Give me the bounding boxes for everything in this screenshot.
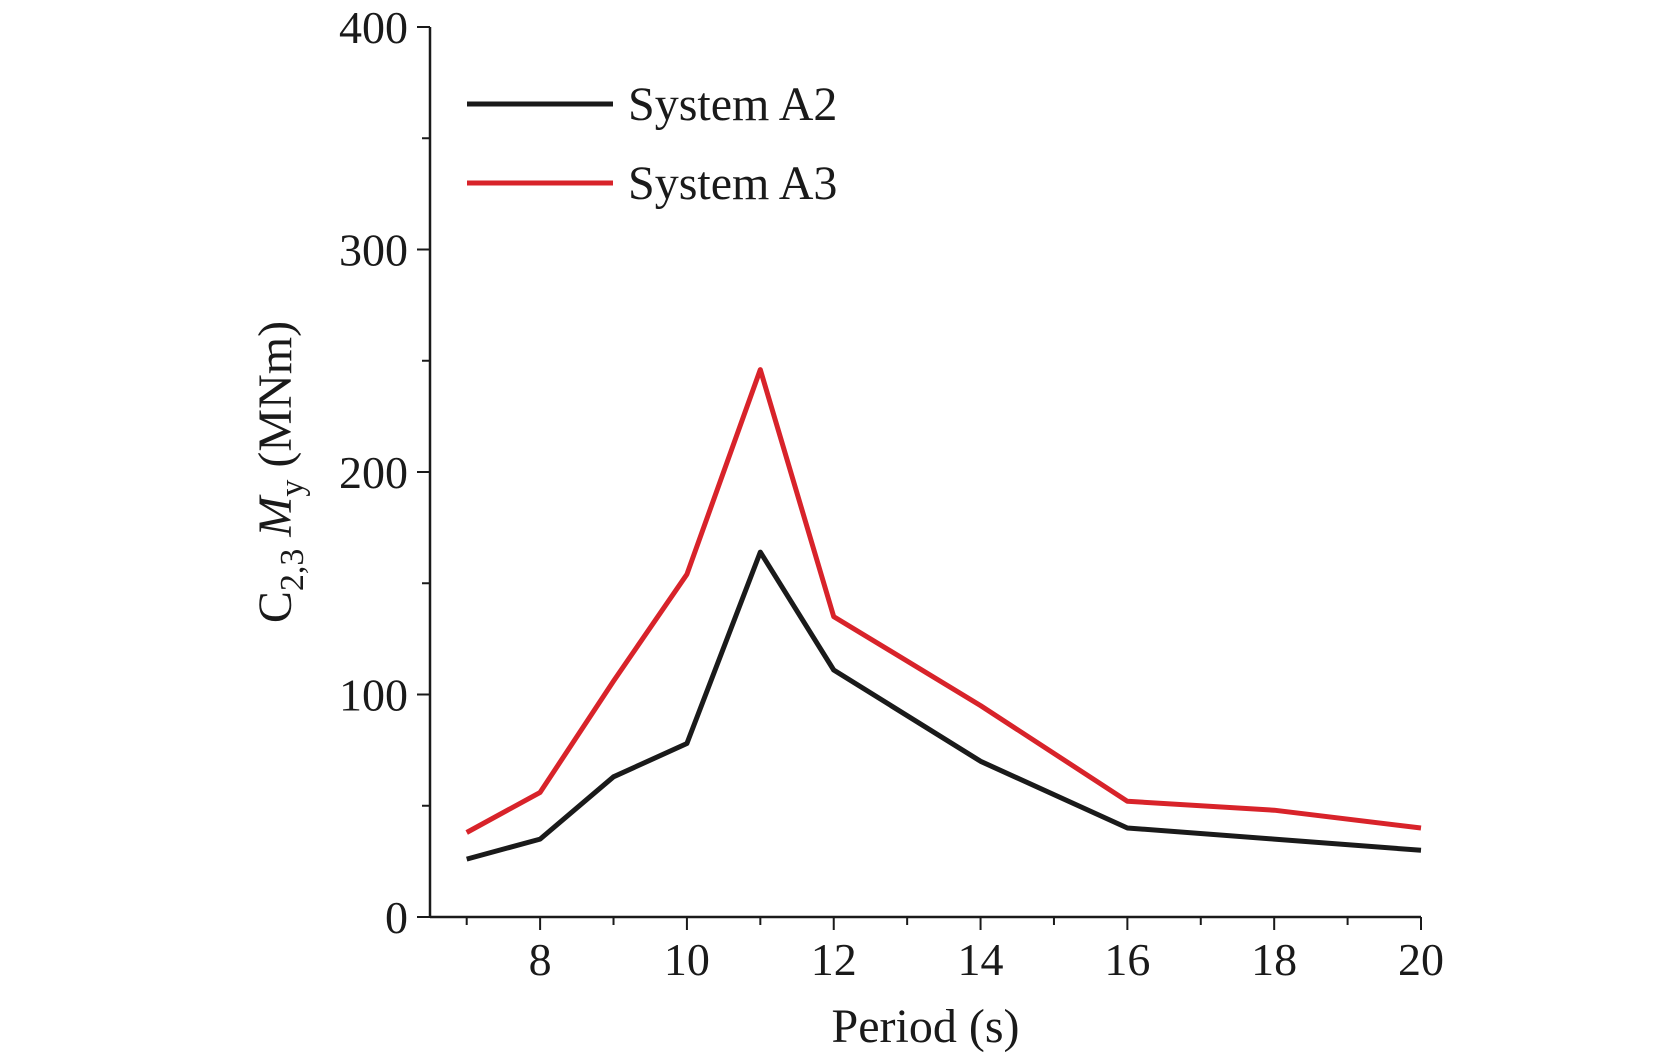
y-axis-title-symbol: M bbox=[249, 494, 302, 538]
y-axis-title-prefix-subscript: 2,3 bbox=[274, 549, 311, 592]
y-tick-label: 200 bbox=[339, 447, 408, 498]
legend: System A2 System A3 bbox=[467, 78, 837, 210]
tick-labels: 0 100 200 300 400 8 10 12 14 16 18 20 bbox=[339, 2, 1444, 985]
ticks bbox=[417, 26, 1422, 930]
y-tick-label: 300 bbox=[339, 225, 408, 276]
legend-label-system-a3: System A3 bbox=[628, 157, 837, 210]
series-line-system-a2 bbox=[466, 549, 1422, 862]
legend-label-system-a2: System A2 bbox=[628, 78, 837, 131]
x-tick-label: 14 bbox=[958, 934, 1004, 985]
x-tick-label: 18 bbox=[1251, 934, 1297, 985]
y-axis-title-symbol-subscript: y bbox=[274, 480, 311, 497]
y-tick-label: 100 bbox=[339, 670, 408, 721]
y-axis-title-unit: (MNm) bbox=[249, 321, 302, 468]
x-tick-label: 16 bbox=[1104, 934, 1150, 985]
series-line-system-a3 bbox=[465, 367, 1422, 835]
y-axis-title-prefix: C bbox=[249, 591, 302, 623]
x-tick-label: 10 bbox=[664, 934, 710, 985]
x-tick-label: 8 bbox=[529, 934, 552, 985]
y-tick-label: 400 bbox=[339, 2, 408, 53]
axes bbox=[428, 27, 1421, 919]
x-axis-title: Period (s) bbox=[832, 1000, 1020, 1053]
series-layer bbox=[465, 367, 1422, 862]
x-tick-label: 12 bbox=[811, 934, 857, 985]
y-tick-label: 0 bbox=[385, 892, 408, 943]
y-axis-title: C2,3 My (MNm) bbox=[249, 321, 311, 623]
x-tick-label: 20 bbox=[1398, 934, 1444, 985]
